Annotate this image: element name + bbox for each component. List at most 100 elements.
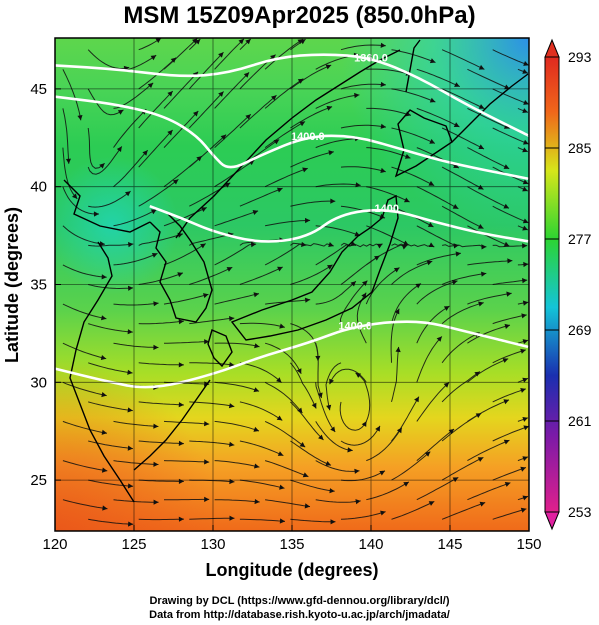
streamline xyxy=(163,420,210,425)
y-axis-label: Latitude (degrees) xyxy=(2,207,22,363)
streamline-arrow xyxy=(355,499,361,505)
streamline xyxy=(366,68,412,76)
streamline-arrow xyxy=(454,82,460,87)
streamline-arrow xyxy=(477,457,484,462)
streamline xyxy=(214,293,260,305)
streamline xyxy=(492,508,527,520)
streamline xyxy=(62,108,70,164)
streamline xyxy=(366,225,409,246)
streamline xyxy=(315,460,360,472)
streamline-arrow xyxy=(254,343,260,349)
streamline xyxy=(138,233,184,246)
streamline xyxy=(62,303,107,320)
streamline-arrow xyxy=(128,285,134,291)
streamline xyxy=(339,280,368,324)
streamline xyxy=(315,499,361,503)
streamline xyxy=(239,322,285,328)
streamline xyxy=(290,64,332,90)
credits: Drawing by DCL (https://www.gfd-dennou.o… xyxy=(0,594,599,622)
contour-line xyxy=(149,204,529,243)
streamline-arrow xyxy=(299,442,306,448)
streamline xyxy=(441,371,481,403)
streamline-arrow xyxy=(254,499,260,505)
streamline-arrow xyxy=(99,163,105,169)
streamline-arrow xyxy=(304,503,310,509)
streamline xyxy=(391,500,435,520)
streamline xyxy=(315,94,360,109)
streamline-arrow xyxy=(436,336,442,342)
streamline-arrow xyxy=(522,377,528,383)
streamline xyxy=(290,264,333,285)
kyushu-coast xyxy=(207,329,233,368)
streamline xyxy=(340,44,386,51)
streamline-arrow xyxy=(403,240,409,246)
streamline-arrow xyxy=(503,124,510,129)
streamline-arrow xyxy=(127,329,133,335)
streamline xyxy=(467,482,511,501)
streamline-arrow xyxy=(155,38,162,43)
streamline-arrow xyxy=(167,91,173,97)
streamline xyxy=(113,342,159,348)
streamline xyxy=(189,517,235,520)
streamline xyxy=(441,205,484,229)
streamline xyxy=(214,499,260,503)
streamline xyxy=(492,205,529,224)
streamline xyxy=(88,243,134,247)
streamline xyxy=(441,166,484,190)
streamline xyxy=(325,362,342,411)
streamline-arrow xyxy=(151,253,158,258)
contour-label: 1400.0 xyxy=(291,131,325,143)
streamline-arrow xyxy=(451,279,458,285)
streamline xyxy=(239,362,282,383)
streamline-arrow xyxy=(330,198,336,204)
streamline xyxy=(315,280,357,305)
streamline xyxy=(391,260,433,285)
streamline xyxy=(329,368,367,385)
streamline xyxy=(239,401,283,421)
streamline xyxy=(87,146,123,175)
streamline xyxy=(113,499,159,503)
streamline-arrow xyxy=(178,362,184,368)
streamline-arrow xyxy=(522,417,528,422)
streamline xyxy=(492,388,526,403)
streamline xyxy=(366,427,403,462)
streamline xyxy=(188,134,227,168)
streamline xyxy=(62,225,105,245)
streamline xyxy=(467,225,510,247)
china-coast xyxy=(63,179,151,503)
streamline xyxy=(416,68,461,88)
streamline-arrow xyxy=(178,440,184,446)
streamline-arrow xyxy=(153,423,159,429)
streamline-arrow xyxy=(522,69,528,74)
streamline-arrow xyxy=(394,308,400,315)
streamline-arrow xyxy=(302,472,309,478)
x-tick-label: 135 xyxy=(279,536,304,553)
streamline xyxy=(290,200,336,207)
streamline xyxy=(416,252,461,266)
streamline xyxy=(214,72,250,109)
streamline xyxy=(138,129,173,168)
streamline xyxy=(62,381,107,397)
streamline-arrow xyxy=(479,501,486,507)
streamline xyxy=(366,186,410,203)
streamline xyxy=(138,90,174,129)
streamline-arrow xyxy=(443,306,450,311)
colorbar-bottom-arrow xyxy=(544,511,560,531)
streamline-arrow xyxy=(428,501,435,506)
y-tick-label: 30 xyxy=(30,374,47,391)
streamline-arrow xyxy=(426,260,433,266)
streamline xyxy=(164,341,210,344)
streamline-arrow xyxy=(477,184,484,190)
streamline-arrow xyxy=(375,425,380,432)
streamline-arrow xyxy=(354,468,360,474)
streamline-arrow xyxy=(177,272,183,278)
streamline xyxy=(264,420,306,448)
streamline xyxy=(340,166,386,173)
streamline-arrow xyxy=(481,244,487,250)
streamline-arrow xyxy=(228,403,235,409)
streamline xyxy=(467,68,510,90)
korea-coast xyxy=(149,213,213,323)
streamline xyxy=(88,362,133,374)
streamline xyxy=(467,107,510,129)
streamline xyxy=(290,362,317,409)
